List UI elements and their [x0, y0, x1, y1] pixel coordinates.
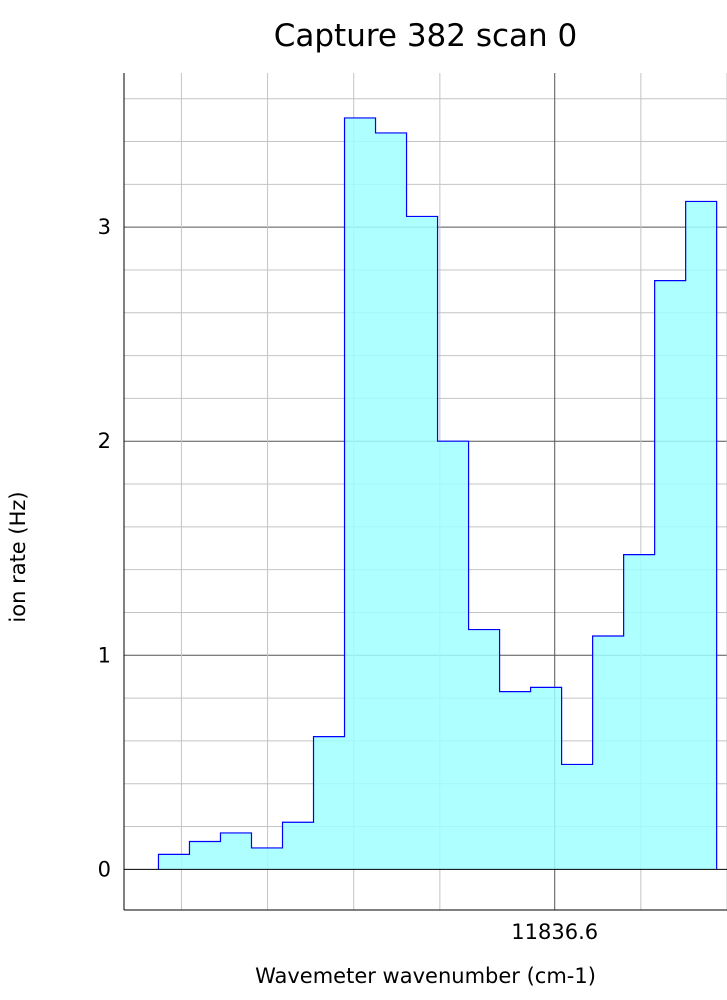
histogram-bin [624, 555, 655, 870]
axes [123, 73, 727, 911]
series-outline [157, 117, 718, 870]
histogram-bin [345, 118, 376, 869]
chart-title: Capture 382 scan 0 [273, 18, 578, 54]
series-area [158, 117, 717, 870]
histogram-bin [593, 636, 624, 869]
y-tick-label: 3 [98, 215, 111, 239]
histogram-bin [314, 737, 345, 870]
x-tick-label: 11836.6 [511, 920, 598, 944]
histogram-bin [251, 848, 282, 869]
histogram-bin [189, 841, 220, 869]
histogram-bin [531, 687, 562, 869]
series-ion-rate [157, 117, 718, 870]
histogram-bin [562, 764, 593, 869]
y-tick-label: 2 [98, 429, 111, 453]
x-axis-label: Wavemeter wavenumber (cm-1) [255, 964, 596, 988]
histogram-bin [655, 281, 686, 870]
tick-labels: 0 1 2 3 11836.6 [98, 215, 599, 944]
y-tick-label: 0 [98, 857, 111, 881]
histogram-bin [500, 692, 531, 870]
y-tick-label: 1 [98, 643, 111, 667]
histogram-bin [158, 854, 189, 869]
histogram-bin [438, 441, 469, 869]
histogram-bin [376, 133, 407, 869]
histogram-bin [686, 201, 717, 869]
histogram-bin [469, 630, 500, 870]
histogram-bin [407, 216, 438, 869]
histogram-bin [283, 822, 314, 869]
histogram-bin [220, 833, 251, 869]
